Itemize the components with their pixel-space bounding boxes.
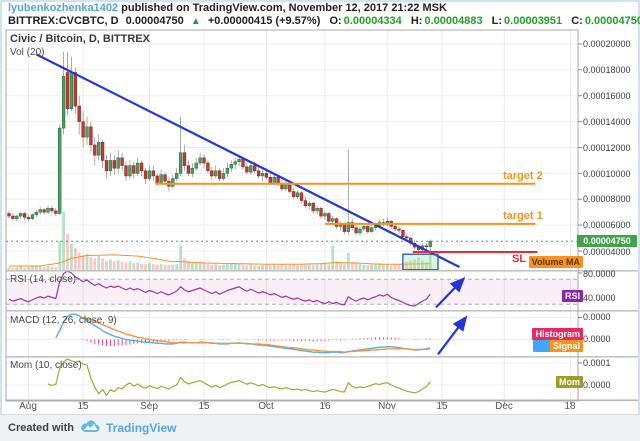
open-key: O: xyxy=(329,15,342,27)
rsi-line xyxy=(8,270,431,307)
chart-title: Civic / Bitcoin, D, BITTREX xyxy=(10,33,150,45)
snapshot-footer: Created with TradingView xyxy=(0,414,640,441)
price-tick: 0.00018000 xyxy=(583,65,631,75)
symbol-label: BITTREX:CVCBTC, D xyxy=(8,15,119,27)
macd-signal-line xyxy=(82,316,431,353)
close-key: C: xyxy=(571,15,583,27)
open-value: 0.00004334 xyxy=(343,15,402,27)
mom-badge: Mom xyxy=(556,376,583,388)
macd-study-label: MACD (12, 26, close, 9) xyxy=(10,315,117,326)
time-tick: 15 xyxy=(198,401,210,412)
high-value: 0.00004883 xyxy=(424,15,483,27)
mom-line xyxy=(47,358,431,397)
price-tick: 0.00008000 xyxy=(583,194,631,204)
mom-study-label: Mom (10, close) xyxy=(10,360,82,371)
publish-line: lyubenkozhenka1402 published on TradingV… xyxy=(8,2,640,15)
time-tick: Sep xyxy=(140,401,158,412)
gridlines xyxy=(6,30,578,399)
volume-bars xyxy=(7,212,432,270)
time-axis[interactable]: Aug 15 Sep 15 Oct 16 Nov 15 Dec 18 xyxy=(6,401,578,414)
time-tick: Oct xyxy=(258,401,274,412)
macd-tick-top: 0.0000 xyxy=(583,312,611,322)
time-tick: 18 xyxy=(564,401,576,412)
low-value: 0.00003951 xyxy=(504,15,563,27)
time-tick: Aug xyxy=(19,401,37,412)
plot-background xyxy=(6,30,578,401)
time-tick: 16 xyxy=(319,401,331,412)
time-tick: Dec xyxy=(495,401,513,412)
username-link[interactable]: lyubenkozhenka1402 xyxy=(8,2,119,14)
rsi-arrow xyxy=(435,276,466,309)
high-key: H: xyxy=(410,15,423,27)
price-tick: 0.00010000 xyxy=(583,169,631,179)
symbol-line: BITTREX:CVCBTC, D 0.00004750 ▲ +0.000004… xyxy=(8,15,640,28)
highlight-box xyxy=(402,253,439,271)
rsi-study-label: RSI (14, close) xyxy=(10,274,77,285)
time-tick: 15 xyxy=(436,401,448,412)
stop-loss-label: SL xyxy=(512,253,527,265)
macd-tick-zero: 0.0000 xyxy=(583,334,611,344)
price-change: +0.00000415 (+9.57%) xyxy=(207,15,321,27)
low-key: L: xyxy=(491,15,503,27)
target2-label: target 2 xyxy=(503,170,543,182)
trendline xyxy=(35,53,460,269)
price-tick: 0.00014000 xyxy=(583,117,631,127)
panel-frame xyxy=(5,29,638,405)
rsi-tick-40: 40.0000 xyxy=(583,293,616,303)
drawings[interactable] xyxy=(35,53,538,356)
price-tick: 0.00006000 xyxy=(583,220,631,230)
signal-badge: Signal xyxy=(549,340,583,352)
created-with-text: Created with xyxy=(8,422,75,434)
close-value: 0.00004750 xyxy=(584,15,640,27)
volume-ma-line xyxy=(9,254,431,267)
price-tick: 0.00020000 xyxy=(583,39,631,49)
macd-histogram xyxy=(82,337,431,347)
macd-arrow xyxy=(437,315,468,356)
target1-label: target 1 xyxy=(503,210,543,222)
volume-study-label: Vol (20) xyxy=(10,47,45,58)
time-tick: Nov xyxy=(378,401,396,412)
mom-tick-zero: 0.0000 xyxy=(583,380,611,390)
candlestick-series xyxy=(7,51,432,255)
rsi-tick-80: 80.0000 xyxy=(583,269,616,279)
price-tick: 0.00016000 xyxy=(583,91,631,101)
last-price: 0.00004750 xyxy=(125,15,184,27)
tradingview-link[interactable]: TradingView xyxy=(106,421,177,435)
mom-tick-top: 0.0001 xyxy=(583,358,611,368)
tradingview-logo-icon xyxy=(80,419,101,438)
price-axis[interactable]: 0.00020000 0.00018000 0.00016000 0.00014… xyxy=(578,30,640,412)
current-price-badge: 0.00004750 xyxy=(577,235,637,247)
snapshot-header: lyubenkozhenka1402 published on TradingV… xyxy=(8,2,640,28)
price-tick: 0.00004000 xyxy=(583,247,631,257)
up-arrow-icon: ▲ xyxy=(190,16,201,27)
volume-ma-badge: Volume MA xyxy=(528,256,583,268)
price-tick: 0.00012000 xyxy=(583,143,631,153)
histogram-badge: Histogram xyxy=(532,328,583,340)
rsi-badge: RSI xyxy=(561,290,583,302)
rsi-band xyxy=(6,278,578,305)
publish-text: published on TradingView.com, November 1… xyxy=(121,2,447,14)
time-tick: 15 xyxy=(77,401,89,412)
